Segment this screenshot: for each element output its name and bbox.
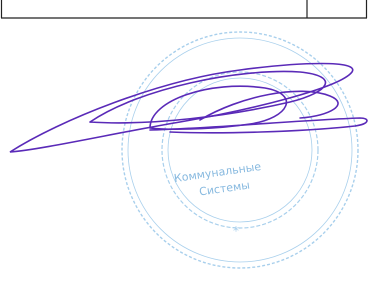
stamp: * (122, 32, 358, 268)
signature (10, 64, 367, 153)
page: * Коммунальные Системы (() => { const da… (0, 0, 369, 306)
stamp-text: Системы (198, 179, 250, 199)
stamp-outer-ring (122, 32, 358, 268)
table-border (1, 0, 367, 18)
document-fragment: * Коммунальные Системы (0, 0, 369, 306)
stamp-star: * (233, 224, 239, 238)
stamp-inner-ring (168, 78, 312, 222)
